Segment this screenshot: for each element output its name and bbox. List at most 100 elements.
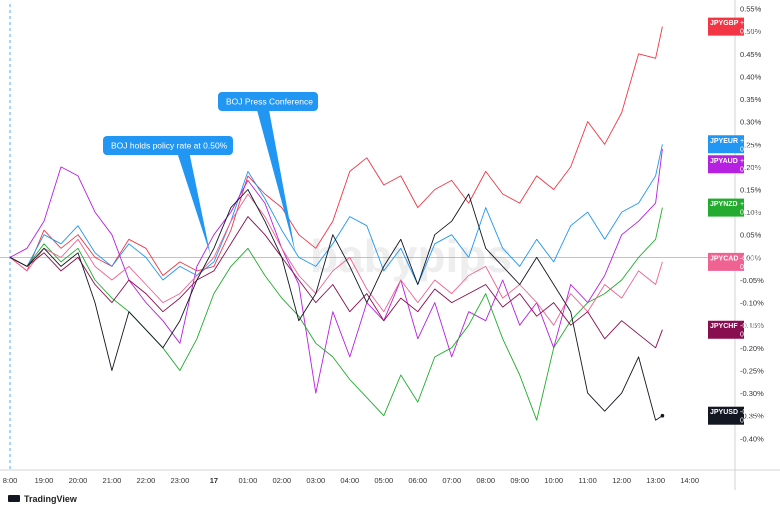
price-axis[interactable]: 0.55% 0.50% 0.45% 0.40% 0.35% 0.30% 0.25% 0.20%… [740,5,764,444]
y-tick-label: -0.15% [740,321,764,330]
price-label-value: 0.005992 [740,146,769,153]
y-tick-label: -0.25% [740,366,764,375]
price-label-box [708,155,744,174]
price-label-box [708,320,744,339]
series-line-jpychf[interactable] [9,216,663,349]
price-label-symbol: JPYNZD [710,201,738,208]
price-label-jpychf: JPYCHF -0.16% 0.005614 [708,320,769,339]
y-tick-label: 0.45% [740,50,762,59]
series-line-jpygbp[interactable] [9,26,663,276]
x-tick-label: 22:00 [137,476,156,485]
annotation-layer: BOJ holds policy rate at 0.50% BOJ Press … [103,92,318,256]
price-label-box [708,135,744,154]
y-tick-label: 0.55% [740,5,762,14]
price-label-percent: +0.11% [740,201,763,208]
x-tick-label: 08:00 [476,476,495,485]
annotation-pointer [177,154,211,256]
annotation-text: BOJ holds policy rate at 0.50% [111,141,228,151]
series-layer [9,26,665,421]
x-tick-label: 23:00 [171,476,190,485]
price-label-symbol: JPYUSD [710,409,738,416]
price-label-jpygbp: JPYGBP +0.51% 0.005111 [708,17,768,36]
tradingview-logo-text: TradingView [24,494,78,504]
series-line-jpyeur[interactable] [9,144,663,285]
annotation-policy-rate[interactable]: BOJ holds policy rate at 0.50% [103,136,233,256]
price-label-percent: -0.35% [740,409,762,416]
y-tick-label: 0.25% [740,140,762,149]
y-tick-label: 0.20% [740,163,762,172]
y-tick-label: 0.35% [740,95,762,104]
y-tick-label: 0.30% [740,118,762,127]
x-tick-label: 20:00 [69,476,88,485]
price-label-value: 0.011417 [740,210,769,217]
price-label-value: 0.009374 [740,264,769,271]
price-label-box [708,252,744,271]
series-line-jpycad[interactable] [9,193,663,326]
price-label-value: 0.006885 [740,418,769,425]
price-label-value: 0.005111 [740,29,768,36]
x-tick-label: 09:00 [510,476,529,485]
last-point-jpyusd [660,413,665,418]
price-label-value: 0.010610 [740,166,769,173]
tradingview-logo[interactable]: TradingView [8,494,78,504]
y-tick-label: -0.35% [740,412,764,421]
x-tick-label: 13:00 [646,476,665,485]
x-tick-label: 11:00 [579,476,597,485]
price-label-symbol: JPYEUR [710,138,738,145]
x-tick-label: 03:00 [306,476,325,485]
x-tick-label: 19:00 [35,476,54,485]
price-label-jpynzd: JPYNZD +0.11% 0.011417 [708,198,769,217]
annotation-box [218,92,318,111]
y-tick-label: -0.05% [740,276,764,285]
watermark: babypips [310,230,512,282]
series-line-jpyusd[interactable] [9,189,663,421]
annotation-text: BOJ Press Conference [226,97,313,107]
annotation-press-conference[interactable]: BOJ Press Conference [218,92,318,253]
price-label-symbol: JPYAUD [710,158,738,165]
x-tick-label: 10:00 [544,476,563,485]
price-label-jpycad: JPYCAD -0.01% 0.009374 [708,252,769,271]
y-tick-label: -0.10% [740,299,764,308]
price-label-symbol: JPYCHF [710,323,738,330]
y-tick-label: 0.40% [740,72,762,81]
y-tick-label: 0.10% [740,208,762,217]
price-label-jpyeur: JPYEUR +0.25%0.005992 [708,135,769,154]
x-tick-label: 8:00 [3,476,18,485]
price-label-box [708,17,744,36]
price-label-percent: -0.01% [740,255,762,262]
annotation-box [103,136,233,155]
price-label-value: 0.005614 [740,332,769,339]
price-label-jpyusd: JPYUSD -0.35% 0.006885 [708,406,769,425]
tradingview-logo-icon [8,495,20,502]
x-tick-label: 14:00 [680,476,699,485]
price-label-percent: +0.25% [740,138,764,145]
price-label-percent: -0.16% [740,323,762,330]
x-tick-label: 01:00 [238,476,257,485]
price-label-symbol: JPYCAD [710,255,738,262]
price-label-jpyaud: JPYAUD +0.24%0.010610 [708,155,769,174]
price-label-box [708,198,744,217]
y-tick-label: -0.30% [740,389,764,398]
time-axis[interactable]: 8:00 19:00 20:00 21:00 22:00 23:00 17 01:00 02:0… [3,476,699,485]
y-tick-label: -0.40% [740,434,764,443]
x-tick-label: 06:00 [408,476,427,485]
price-label-symbol: JPYGBP [710,20,739,27]
x-tick-label: 17 [210,476,218,485]
x-tick-label: 07:00 [442,476,461,485]
price-label-percent: +0.24% [740,158,764,165]
price-label-percent: +0.51% [740,20,764,27]
y-tick-label: 0.15% [740,185,762,194]
y-tick-label: -0.20% [740,344,764,353]
series-line-jpynzd[interactable] [9,207,663,421]
x-tick-label: 12:00 [612,476,631,485]
y-tick-label: 0.00% [740,253,762,262]
series-line-jpyaud[interactable] [9,148,663,394]
y-tick-label: 0.50% [740,27,762,36]
x-tick-label: 05:00 [374,476,393,485]
x-tick-label: 04:00 [340,476,359,485]
y-tick-label: 0.05% [740,231,762,240]
series-price-labels: JPYGBP +0.51% 0.005111 JPYEUR +0.25%0.005992… [708,17,769,425]
price-label-box [708,406,744,425]
